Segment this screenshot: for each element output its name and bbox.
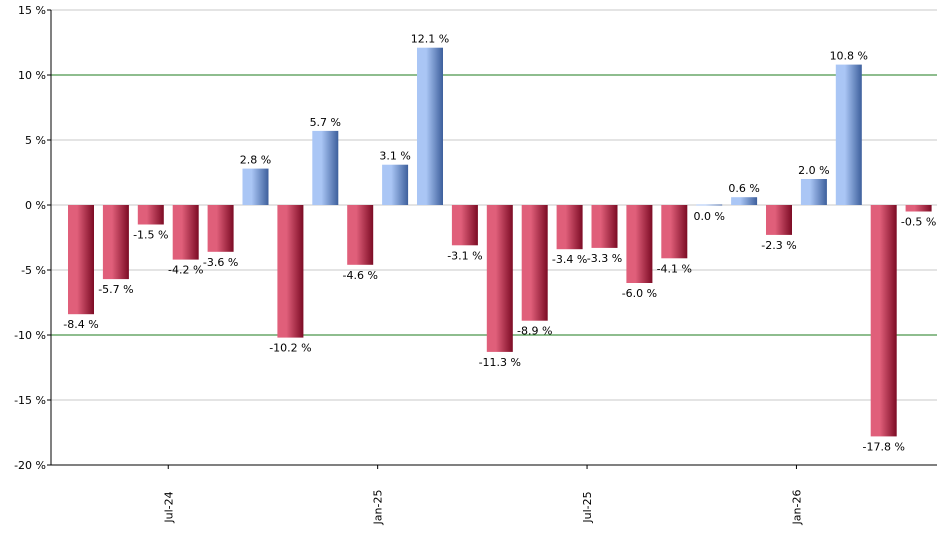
data-label: -5.7 % bbox=[98, 283, 133, 296]
data-label: -11.3 % bbox=[479, 356, 521, 369]
bar-positive bbox=[800, 179, 827, 205]
y-tick-label: 5 % bbox=[25, 134, 46, 147]
bar-positive bbox=[242, 168, 269, 205]
data-label: -3.4 % bbox=[552, 253, 587, 266]
y-tick-label: 0 % bbox=[25, 199, 46, 212]
data-label: 12.1 % bbox=[411, 33, 449, 46]
data-label: 0.0 % bbox=[693, 210, 724, 223]
bar-positive bbox=[417, 47, 443, 206]
bar-positive bbox=[696, 204, 723, 206]
axes: 15 % 10 % 5 % 0 % -5 % -10 % -15 % -20 % Jul-24 J… bbox=[14, 4, 937, 525]
bar-positive bbox=[731, 197, 758, 205]
y-tick-label: -10 % bbox=[14, 329, 46, 342]
data-label: -4.6 % bbox=[342, 269, 377, 282]
bar-negative bbox=[521, 205, 548, 321]
data-label: -8.4 % bbox=[63, 318, 98, 331]
bar-negative bbox=[347, 205, 374, 265]
bar-negative bbox=[905, 205, 932, 212]
data-label: -10.2 % bbox=[269, 342, 311, 355]
bar-negative bbox=[591, 205, 618, 248]
bar-negative bbox=[870, 205, 897, 437]
bar-negative bbox=[102, 205, 129, 280]
data-label: 10.8 % bbox=[830, 50, 868, 63]
data-labels: -8.4 % -5.7 % -1.5 % -4.2 %-3.6 % 2.8 % -10.2… bbox=[63, 33, 936, 454]
data-label: 3.1 % bbox=[379, 150, 410, 163]
y-tick-label: 15 % bbox=[18, 4, 46, 17]
x-tick-label: Jan-25 bbox=[372, 490, 385, 526]
bar-negative bbox=[661, 205, 688, 259]
bar-negative bbox=[172, 205, 199, 260]
data-label: 0.6 % bbox=[728, 182, 759, 195]
bar-positive bbox=[382, 164, 409, 205]
bar-negative bbox=[68, 205, 94, 315]
data-label: -4.2 % bbox=[168, 264, 203, 277]
data-label: -4.1 % bbox=[657, 262, 692, 275]
bar-negative bbox=[137, 205, 164, 225]
y-tick-label: -5 % bbox=[21, 264, 46, 277]
bar-negative bbox=[277, 205, 304, 338]
bars bbox=[68, 47, 932, 437]
bar-negative bbox=[451, 205, 478, 246]
bar-positive bbox=[312, 130, 339, 205]
bar-negative bbox=[556, 205, 583, 250]
data-label: -17.8 % bbox=[862, 440, 904, 453]
y-tick-label: 10 % bbox=[18, 69, 46, 82]
data-label: -3.3 % bbox=[587, 252, 622, 265]
data-label: -2.3 % bbox=[761, 239, 796, 252]
bar-positive bbox=[835, 64, 862, 205]
data-label: -3.6 % bbox=[203, 256, 238, 269]
bar-negative bbox=[626, 205, 653, 283]
data-label: 5.7 % bbox=[310, 116, 341, 129]
data-label: -3.1 % bbox=[447, 249, 482, 262]
data-label: 2.0 % bbox=[798, 164, 829, 177]
x-tick-label: Jul-24 bbox=[162, 491, 175, 523]
data-label: -0.5 % bbox=[901, 216, 936, 229]
bar-negative bbox=[207, 205, 234, 252]
y-tick-label: -20 % bbox=[14, 459, 46, 472]
data-label: -1.5 % bbox=[133, 229, 168, 242]
bar-negative bbox=[766, 205, 792, 235]
bar-negative bbox=[486, 205, 513, 352]
data-label: -6.0 % bbox=[622, 287, 657, 300]
x-tick-label: Jul-25 bbox=[581, 491, 594, 523]
data-label: -8.9 % bbox=[517, 325, 552, 338]
y-tick-label: -15 % bbox=[14, 394, 46, 407]
x-tick-label: Jan-26 bbox=[790, 490, 803, 526]
data-label: 2.8 % bbox=[240, 154, 271, 167]
